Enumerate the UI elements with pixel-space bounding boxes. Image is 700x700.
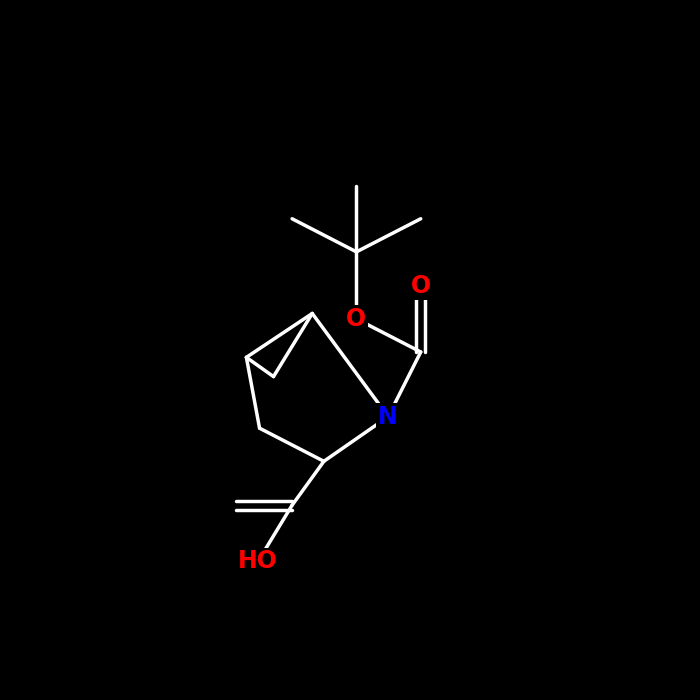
Text: O: O — [411, 274, 430, 298]
Text: O: O — [346, 307, 367, 331]
Text: N: N — [378, 405, 398, 428]
Text: HO: HO — [238, 550, 278, 573]
